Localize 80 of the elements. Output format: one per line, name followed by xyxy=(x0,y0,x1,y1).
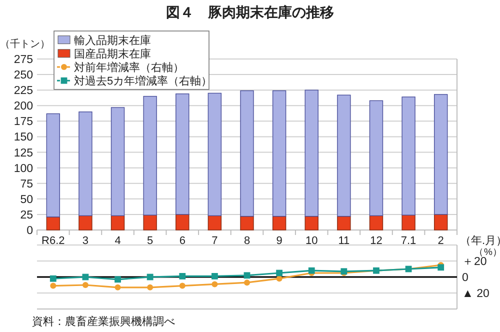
bar xyxy=(78,112,92,216)
point xyxy=(114,284,121,290)
point xyxy=(438,264,444,271)
y-tick-label: 175 xyxy=(14,116,33,128)
point xyxy=(147,284,154,290)
point xyxy=(212,281,218,288)
x-tick-label: R6.2 xyxy=(42,235,65,247)
x-tick-label: 5 xyxy=(147,235,154,247)
bar xyxy=(46,216,60,230)
bar xyxy=(208,215,222,230)
bar xyxy=(110,215,125,230)
y-tick-label: 225 xyxy=(14,85,33,98)
y-tick-label: 150 xyxy=(14,132,33,144)
bar xyxy=(46,113,60,218)
bar xyxy=(272,90,286,217)
bar xyxy=(337,216,351,230)
x-tick-label: 9 xyxy=(276,235,282,247)
bar xyxy=(402,214,416,230)
y-tick-label: 125 xyxy=(14,147,33,160)
point xyxy=(179,273,186,280)
legend-label: 対過去5カ年増減率（右軸） xyxy=(74,74,212,88)
point xyxy=(82,282,88,288)
bar xyxy=(208,92,222,216)
x-tick-label: 8 xyxy=(244,235,250,247)
point xyxy=(244,272,250,279)
point xyxy=(179,282,186,289)
bar xyxy=(434,214,448,230)
y-axis-title: （千トン） xyxy=(0,38,50,50)
x-tick-label: 7 xyxy=(212,235,218,247)
point xyxy=(244,280,250,286)
x-tick-label: 4 xyxy=(114,235,121,247)
x-tick-label: 2 xyxy=(438,235,444,247)
point xyxy=(276,276,282,282)
y-tick-label: 0 xyxy=(26,225,33,237)
legend-label: 対前年増減率（右軸） xyxy=(74,61,184,74)
x-tick-label: 11 xyxy=(338,235,350,247)
x-tick-label: 3 xyxy=(82,235,89,247)
point xyxy=(114,276,121,283)
bar xyxy=(369,100,384,216)
bar xyxy=(176,214,190,230)
y-tick-label: 200 xyxy=(14,100,33,113)
y-tick-label: 100 xyxy=(14,162,33,175)
bar xyxy=(337,94,351,217)
y-tick-label: 75 xyxy=(20,178,33,190)
y-tick-label: ＋20 xyxy=(462,256,487,268)
bar xyxy=(240,216,254,230)
bar xyxy=(304,216,318,230)
y-tick-label: 25 xyxy=(20,209,33,222)
point xyxy=(146,274,154,280)
point xyxy=(308,267,315,274)
x-tick-label: 7.1 xyxy=(400,235,416,247)
bar xyxy=(240,90,254,217)
point xyxy=(50,282,56,289)
legend-label: 輸入品期末在庫 xyxy=(74,34,151,47)
bar xyxy=(304,90,318,217)
y-tick-label: ▲ 20 xyxy=(462,288,490,300)
bar xyxy=(369,215,384,230)
point xyxy=(50,275,56,282)
y-tick-label: 0 xyxy=(462,272,468,284)
y-tick-label: 275 xyxy=(14,54,33,66)
bar xyxy=(143,214,157,230)
bar xyxy=(176,93,190,215)
text: 資料：農畜産業振興機構調べ xyxy=(32,315,175,328)
bar xyxy=(434,94,448,215)
legend-label: 国産品期末在庫 xyxy=(74,47,151,60)
point xyxy=(276,270,283,276)
x-tick-label: 12 xyxy=(370,235,382,247)
bar xyxy=(272,216,286,230)
x-axis-title: （年.月） xyxy=(460,235,500,247)
bar xyxy=(402,96,416,216)
bar xyxy=(78,215,92,230)
x-tick-label: 6 xyxy=(179,235,186,247)
point xyxy=(211,273,218,280)
y-tick-label: 250 xyxy=(14,70,33,82)
bar xyxy=(110,107,125,216)
y-tick-label: 50 xyxy=(20,194,33,206)
y-axis-title: （%） xyxy=(474,247,500,258)
x-tick-label: 10 xyxy=(305,235,318,247)
bar xyxy=(143,96,157,216)
chart-title: 図４ 豚肉期末在庫の推移 xyxy=(166,4,334,20)
